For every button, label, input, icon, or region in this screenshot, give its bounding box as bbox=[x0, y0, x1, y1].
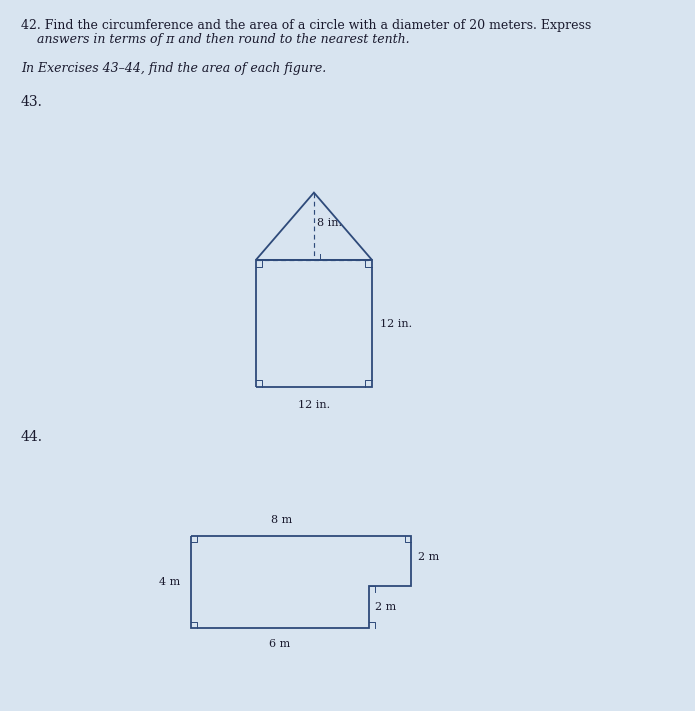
Text: 2 m: 2 m bbox=[375, 602, 396, 612]
Text: 6 m: 6 m bbox=[270, 638, 291, 649]
Text: 44.: 44. bbox=[21, 430, 42, 444]
Text: 42. Find the circumference and the area of a circle with a diameter of 20 meters: 42. Find the circumference and the area … bbox=[21, 19, 591, 32]
Text: answers in terms of π and then round to the nearest tenth.: answers in terms of π and then round to … bbox=[21, 33, 409, 46]
Text: 8 m: 8 m bbox=[271, 515, 293, 525]
Text: 8 in.: 8 in. bbox=[317, 218, 342, 228]
Text: 43.: 43. bbox=[21, 95, 42, 109]
Text: In Exercises 43–44, find the area of each figure.: In Exercises 43–44, find the area of eac… bbox=[21, 62, 326, 75]
Text: 2 m: 2 m bbox=[418, 552, 440, 562]
Text: 12 in.: 12 in. bbox=[298, 400, 330, 410]
Text: 12 in.: 12 in. bbox=[380, 319, 412, 328]
Text: 4 m: 4 m bbox=[158, 577, 180, 587]
